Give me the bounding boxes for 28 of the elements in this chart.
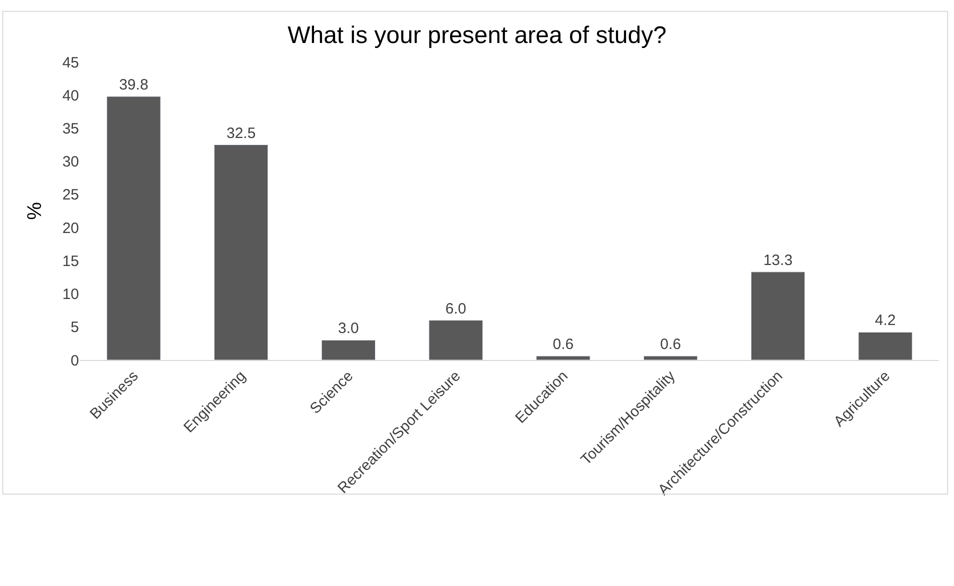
data-label: 6.0 <box>445 300 466 318</box>
y-axis-title: % <box>24 202 46 220</box>
y-tick-label: 45 <box>62 54 79 72</box>
bar <box>428 320 483 360</box>
bar <box>536 356 590 360</box>
data-label: 0.6 <box>552 336 574 354</box>
y-tick-label: 30 <box>62 154 79 171</box>
data-label: 39.8 <box>119 76 148 94</box>
data-label: 4.2 <box>874 312 896 330</box>
bar <box>214 144 268 360</box>
y-tick-label: 0 <box>70 352 79 370</box>
data-label: 0.6 <box>660 336 681 354</box>
y-tick-label: 40 <box>62 87 79 104</box>
bar <box>750 272 806 360</box>
chart-title: What is your present area of study? <box>288 22 666 50</box>
bar <box>321 340 376 360</box>
y-tick-label: 35 <box>62 120 79 138</box>
bar <box>643 356 698 360</box>
data-label: 3.0 <box>338 320 359 338</box>
y-tick-label: 15 <box>62 252 79 270</box>
y-tick-label: 25 <box>62 186 79 204</box>
data-label: 13.3 <box>763 252 793 269</box>
y-tick-label: 20 <box>62 220 79 237</box>
bar <box>858 332 912 360</box>
data-label: 32.5 <box>226 124 256 142</box>
bar <box>106 96 161 360</box>
y-tick-label: 10 <box>62 286 79 304</box>
y-tick-label: 5 <box>70 319 79 336</box>
